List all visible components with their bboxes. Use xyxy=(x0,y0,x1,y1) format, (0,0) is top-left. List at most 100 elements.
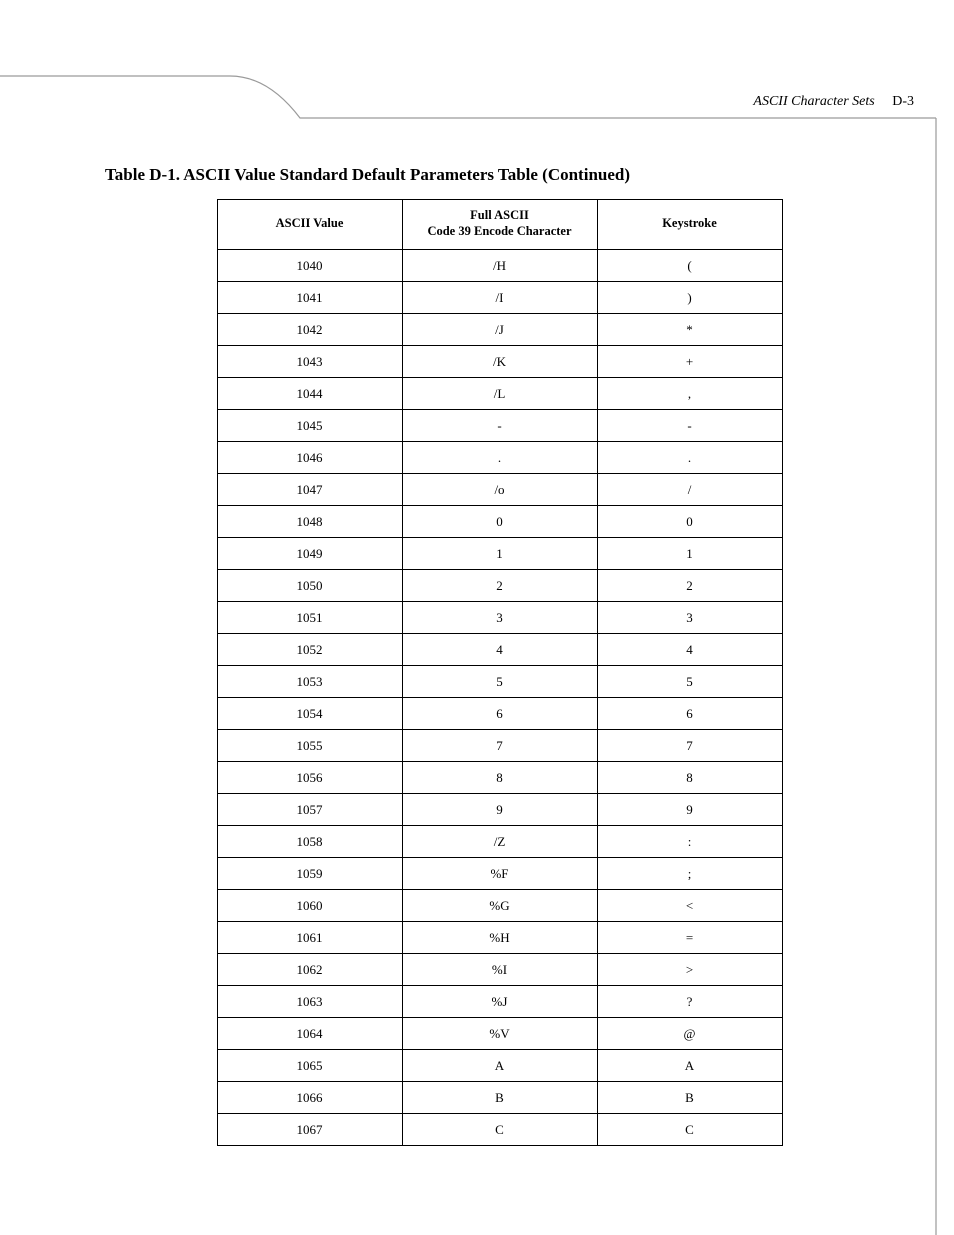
running-head-page: D-3 xyxy=(892,94,914,109)
table-cell: /Z xyxy=(402,826,597,858)
table-cell: 6 xyxy=(402,698,597,730)
col-header-keystroke: Keystroke xyxy=(597,200,782,250)
col-header-ascii-value: ASCII Value xyxy=(217,200,402,250)
table-cell: 1067 xyxy=(217,1114,402,1146)
table-row: 105133 xyxy=(217,602,782,634)
table-cell: 1058 xyxy=(217,826,402,858)
table-cell: 1 xyxy=(597,538,782,570)
table-cell: 8 xyxy=(402,762,597,794)
table-row: 1058/Z: xyxy=(217,826,782,858)
table-cell: 9 xyxy=(597,794,782,826)
col-header-line2: Code 39 Encode Character xyxy=(409,224,591,240)
table-cell: 1045 xyxy=(217,410,402,442)
table-row: 1041/I) xyxy=(217,282,782,314)
table-row: 1044/L, xyxy=(217,378,782,410)
col-header-encode-char: Full ASCII Code 39 Encode Character xyxy=(402,200,597,250)
table-cell: %F xyxy=(402,858,597,890)
table-cell: * xyxy=(597,314,782,346)
table-cell: 1066 xyxy=(217,1082,402,1114)
table-cell: 1065 xyxy=(217,1050,402,1082)
running-head: ASCII Character Sets D-3 xyxy=(753,94,914,110)
table-cell: 1059 xyxy=(217,858,402,890)
table-row: 1042/J* xyxy=(217,314,782,346)
table-cell: B xyxy=(597,1082,782,1114)
table-cell: /L xyxy=(402,378,597,410)
table-cell: %H xyxy=(402,922,597,954)
table-cell: A xyxy=(402,1050,597,1082)
table-cell: /J xyxy=(402,314,597,346)
table-cell: 1061 xyxy=(217,922,402,954)
table-cell: 1063 xyxy=(217,986,402,1018)
table-row: 1067CC xyxy=(217,1114,782,1146)
table-cell: 1052 xyxy=(217,634,402,666)
table-cell: 1040 xyxy=(217,250,402,282)
table-row: 105244 xyxy=(217,634,782,666)
table-cell: 4 xyxy=(402,634,597,666)
table-row: 105688 xyxy=(217,762,782,794)
table-cell: < xyxy=(597,890,782,922)
table-cell: 1054 xyxy=(217,698,402,730)
table-row: 105577 xyxy=(217,730,782,762)
col-header-line2: ASCII Value xyxy=(224,216,396,232)
table-cell: 1048 xyxy=(217,506,402,538)
table-cell: 1044 xyxy=(217,378,402,410)
table-row: 1043/K+ xyxy=(217,346,782,378)
table-wrapper: ASCII Value Full ASCII Code 39 Encode Ch… xyxy=(105,199,894,1146)
table-row: 104911 xyxy=(217,538,782,570)
table-cell: 2 xyxy=(402,570,597,602)
table-cell: 6 xyxy=(597,698,782,730)
table-cell: C xyxy=(402,1114,597,1146)
table-cell: 1050 xyxy=(217,570,402,602)
table-cell: 4 xyxy=(597,634,782,666)
table-row: 105355 xyxy=(217,666,782,698)
table-cell: : xyxy=(597,826,782,858)
table-row: 1061%H= xyxy=(217,922,782,954)
table-row: 1065AA xyxy=(217,1050,782,1082)
table-cell: %J xyxy=(402,986,597,1018)
table-cell: @ xyxy=(597,1018,782,1050)
table-cell: 2 xyxy=(597,570,782,602)
table-cell: /H xyxy=(402,250,597,282)
running-head-title: ASCII Character Sets xyxy=(753,94,874,109)
table-cell: /I xyxy=(402,282,597,314)
table-cell: 0 xyxy=(597,506,782,538)
table-cell: 1 xyxy=(402,538,597,570)
table-row: 1059%F; xyxy=(217,858,782,890)
table-cell: %G xyxy=(402,890,597,922)
table-cell: 7 xyxy=(597,730,782,762)
table-cell: B xyxy=(402,1082,597,1114)
table-cell: C xyxy=(597,1114,782,1146)
table-cell: - xyxy=(597,410,782,442)
table-cell: 1053 xyxy=(217,666,402,698)
table-cell: 1047 xyxy=(217,474,402,506)
table-header-row: ASCII Value Full ASCII Code 39 Encode Ch… xyxy=(217,200,782,250)
table-caption: Table D-1. ASCII Value Standard Default … xyxy=(105,165,894,185)
table-row: 1062%I> xyxy=(217,954,782,986)
table-cell: ( xyxy=(597,250,782,282)
table-cell: - xyxy=(402,410,597,442)
table-cell: . xyxy=(597,442,782,474)
table-cell: 1056 xyxy=(217,762,402,794)
table-row: 1063%J? xyxy=(217,986,782,1018)
page: ASCII Character Sets D-3 Table D-1. ASCI… xyxy=(0,0,954,1235)
table-cell: 1064 xyxy=(217,1018,402,1050)
table-row: 1045-- xyxy=(217,410,782,442)
table-row: 1060%G< xyxy=(217,890,782,922)
table-cell: 3 xyxy=(402,602,597,634)
col-header-line1: Full ASCII xyxy=(409,208,591,224)
table-cell: 9 xyxy=(402,794,597,826)
table-cell: , xyxy=(597,378,782,410)
table-cell: / xyxy=(597,474,782,506)
table-row: 105799 xyxy=(217,794,782,826)
col-header-line2: Keystroke xyxy=(604,216,776,232)
table-row: 1040/H( xyxy=(217,250,782,282)
table-head: ASCII Value Full ASCII Code 39 Encode Ch… xyxy=(217,200,782,250)
table-cell: 5 xyxy=(597,666,782,698)
table-cell: 0 xyxy=(402,506,597,538)
table-cell: ) xyxy=(597,282,782,314)
ascii-table: ASCII Value Full ASCII Code 39 Encode Ch… xyxy=(217,199,783,1146)
table-cell: /o xyxy=(402,474,597,506)
table-cell: ? xyxy=(597,986,782,1018)
table-row: 105466 xyxy=(217,698,782,730)
table-row: 104800 xyxy=(217,506,782,538)
